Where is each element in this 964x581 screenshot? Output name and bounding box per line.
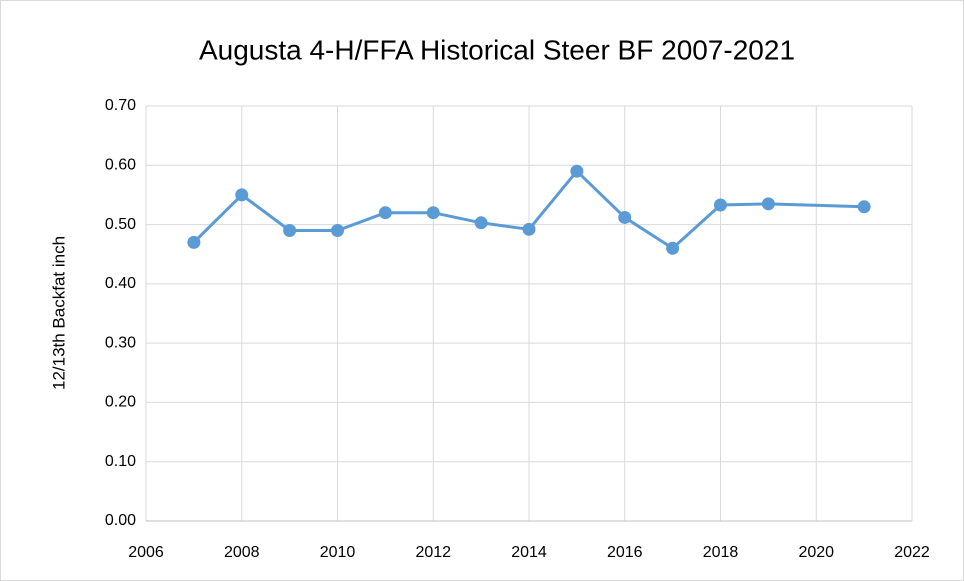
data-point <box>570 164 584 178</box>
y-tick-label: 0.30 <box>105 334 136 351</box>
y-axis-label: 12/13th Backfat inch <box>49 236 68 390</box>
y-tick-label: 0.40 <box>105 275 136 292</box>
y-tick-label: 0.70 <box>105 97 136 114</box>
data-point <box>618 210 632 224</box>
data-point <box>378 206 392 220</box>
data-point <box>426 206 440 220</box>
data-point <box>331 224 344 237</box>
y-tick-label: 0.20 <box>105 394 136 411</box>
data-line <box>192 169 865 251</box>
data-point <box>474 216 488 230</box>
y-tick-label: 0.00 <box>105 512 136 529</box>
x-tick-label: 2022 <box>894 544 930 561</box>
x-tick-label: 2008 <box>224 544 260 561</box>
x-tick-label: 2016 <box>607 544 643 561</box>
x-tick-label: 2018 <box>703 544 739 561</box>
data-point <box>235 188 249 202</box>
data-point <box>714 198 727 212</box>
y-tick-label: 0.10 <box>105 453 136 470</box>
x-tick-label: 2012 <box>415 544 451 561</box>
x-tick-label: 2020 <box>798 544 834 561</box>
y-tick-label: 0.60 <box>105 157 136 174</box>
data-point <box>666 241 680 255</box>
data-point <box>283 224 297 237</box>
x-tick-label: 2006 <box>128 544 164 561</box>
data-point <box>857 200 871 214</box>
data-point <box>761 197 775 211</box>
x-tick-label: 2010 <box>320 544 356 561</box>
x-tick-label: 2014 <box>511 544 547 561</box>
y-tick-label: 0.50 <box>105 216 136 233</box>
data-point <box>522 222 536 236</box>
data-point <box>187 235 201 249</box>
chart-title: Augusta 4-H/FFA Historical Steer BF 2007… <box>199 34 795 65</box>
